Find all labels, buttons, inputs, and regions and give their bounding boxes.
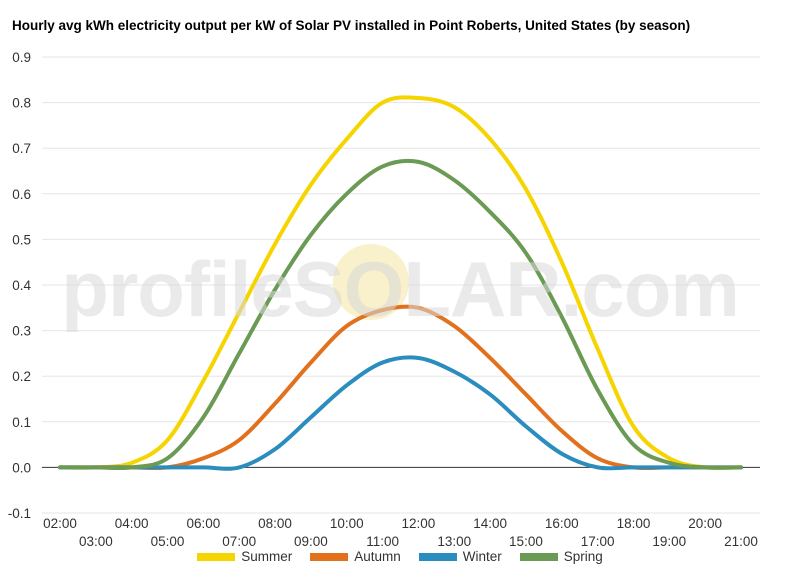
legend-swatch (418, 552, 457, 561)
x-tick-label: 16:00 (545, 516, 579, 531)
grid-lines (42, 56, 760, 514)
watermark-sun-shape (333, 244, 409, 320)
x-tick-label: 19:00 (652, 534, 686, 549)
watermark-sun-icon (333, 244, 409, 320)
series-line-summer (58, 95, 743, 471)
y-tick-label: -0.1 (8, 506, 31, 521)
x-tick-label: 17:00 (581, 534, 615, 549)
series-line-winter (58, 355, 743, 471)
x-tick-label: 03:00 (79, 534, 113, 549)
x-tick-label: 08:00 (258, 516, 292, 531)
legend-item-spring[interactable]: Spring (519, 549, 603, 564)
y-tick-label: 0.9 (12, 50, 31, 65)
series-lines (58, 95, 743, 471)
legend-label: Summer (241, 549, 293, 564)
y-tick-label: 0.8 (12, 96, 31, 111)
legend-swatch (519, 552, 558, 561)
legend-swatch (197, 552, 236, 561)
x-tick-label: 20:00 (688, 516, 722, 531)
x-tick-label: 07:00 (222, 534, 256, 549)
chart-title: Hourly avg kWh electricity output per kW… (12, 18, 691, 33)
y-tick-label: 0.4 (12, 278, 31, 293)
x-tick-label: 13:00 (437, 534, 471, 549)
x-tick-label: 10:00 (330, 516, 364, 531)
legend-item-autumn[interactable]: Autumn (310, 549, 401, 564)
x-tick-label: 15:00 (509, 534, 543, 549)
x-tick-label: 18:00 (617, 516, 651, 531)
y-tick-label: 0.0 (12, 460, 31, 475)
legend-label: Winter (462, 549, 502, 564)
y-tick-label: 0.2 (12, 369, 31, 384)
x-tick-label: 09:00 (294, 534, 328, 549)
y-tick-label: 0.6 (12, 187, 31, 202)
x-tick-label: 14:00 (473, 516, 507, 531)
x-tick-label: 05:00 (151, 534, 185, 549)
x-tick-label: 02:00 (43, 516, 77, 531)
legend-swatch (310, 552, 349, 561)
legend-item-summer[interactable]: Summer (197, 549, 292, 564)
legend: Summer Autumn Winter Spring (0, 549, 800, 564)
x-tick-label: 06:00 (186, 516, 220, 531)
y-axis-tick-labels: -0.1 0.0 0.1 0.2 0.3 0.4 0.5 0.6 0.7 0.8 0.9 (8, 50, 32, 521)
series-line-spring (58, 158, 743, 471)
x-tick-label: 21:00 (724, 534, 758, 549)
legend-label: Autumn (354, 549, 401, 564)
x-tick-label: 04:00 (115, 516, 149, 531)
x-tick-label: 11:00 (366, 534, 399, 549)
y-tick-label: 0.7 (12, 141, 31, 156)
legend-label: Spring (563, 549, 603, 564)
x-axis-tick-labels: 02:0003:0004:0005:0006:0007:0008:0009:00… (43, 516, 758, 549)
y-tick-label: 0.3 (12, 324, 31, 339)
y-tick-label: 0.5 (12, 232, 31, 247)
legend-item-winter[interactable]: Winter (418, 549, 502, 564)
x-tick-label: 12:00 (402, 516, 436, 531)
y-tick-label: 0.1 (12, 415, 31, 430)
